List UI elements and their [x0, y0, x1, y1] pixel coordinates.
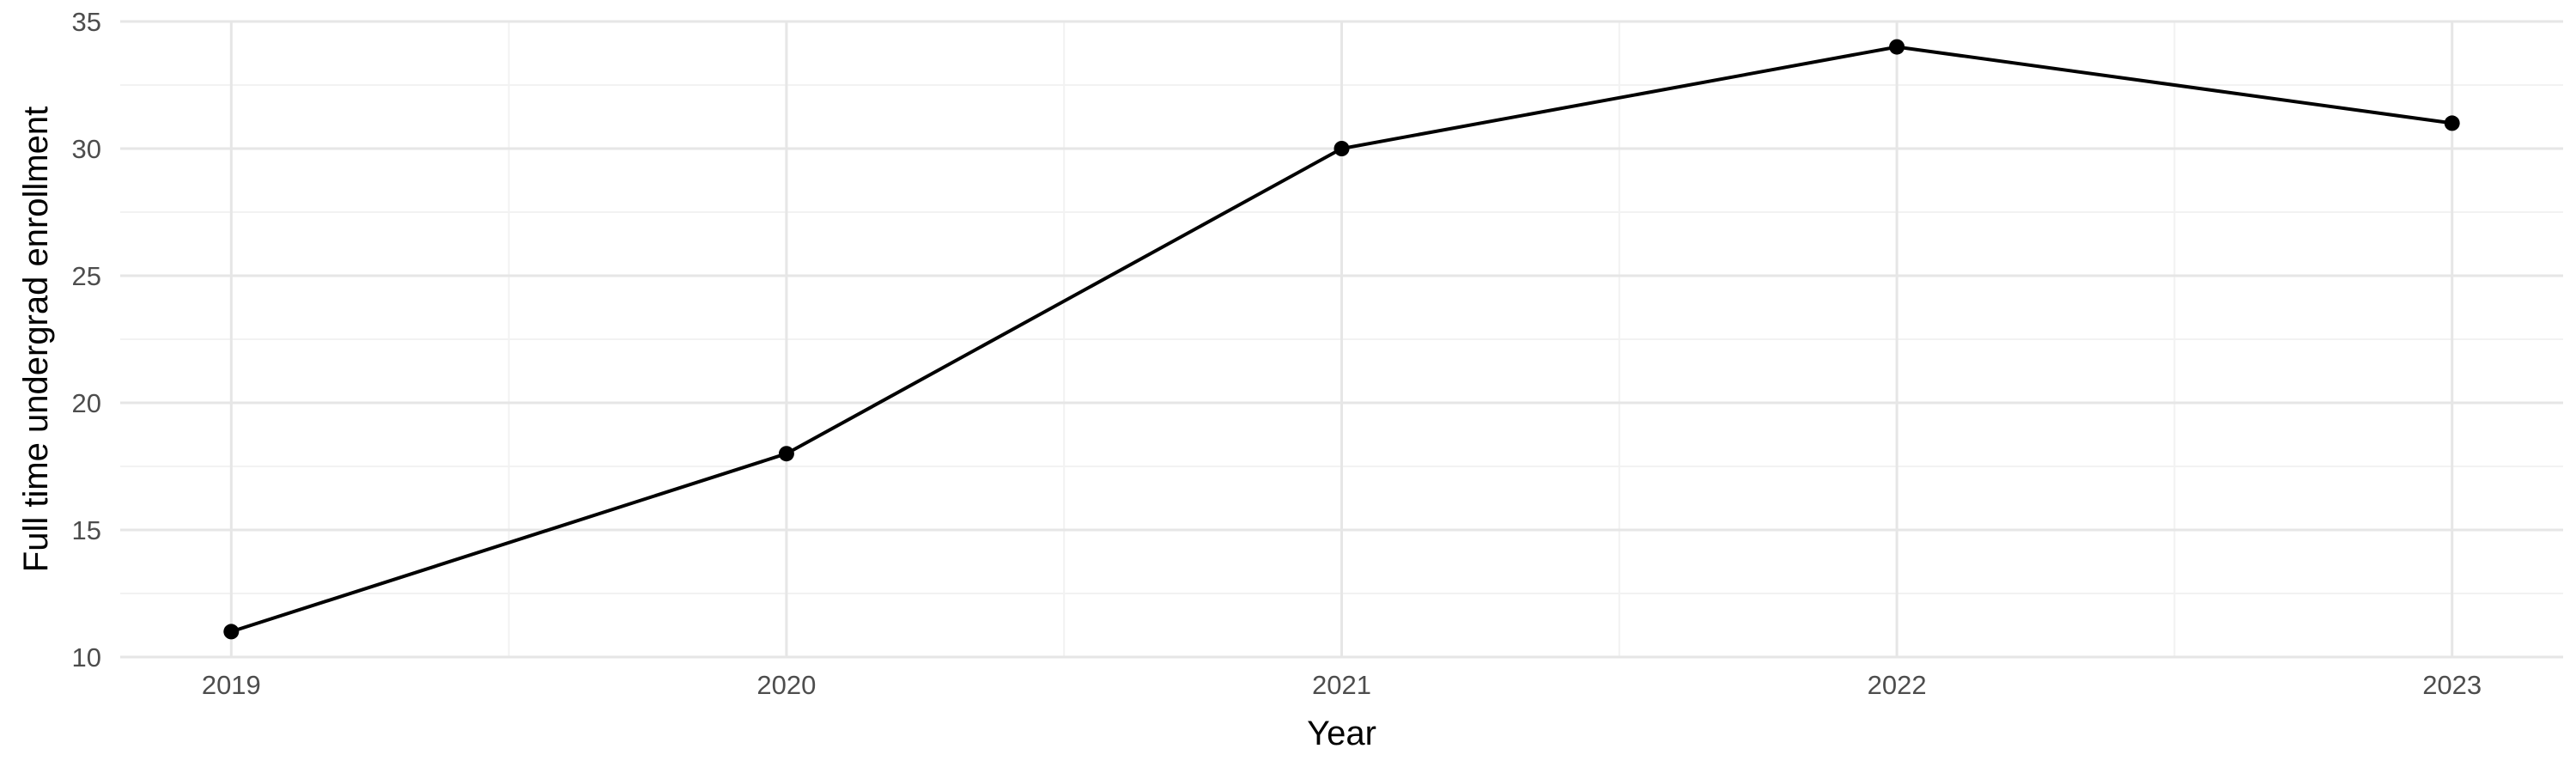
x-tick-label: 2021 — [1312, 670, 1371, 700]
series-layer — [223, 39, 2460, 640]
data-point — [1889, 39, 1905, 55]
data-point — [2444, 115, 2460, 131]
x-axis-title: Year — [1307, 715, 1376, 752]
y-tick-label: 35 — [72, 7, 101, 37]
y-tick-label: 15 — [72, 515, 101, 545]
x-axis-tick-labels: 2019 2020 2021 2022 2023 — [202, 670, 2482, 700]
x-tick-label: 2023 — [2422, 670, 2482, 700]
x-tick-label: 2020 — [756, 670, 816, 700]
x-tick-label: 2019 — [202, 670, 261, 700]
y-axis-title: Full time undergrad enrollment — [17, 107, 55, 572]
minor-grid-x — [507, 21, 2176, 657]
y-tick-label: 20 — [72, 388, 101, 418]
y-tick-label: 10 — [72, 642, 101, 673]
data-point — [223, 624, 240, 640]
y-tick-label: 25 — [72, 261, 101, 291]
x-tick-label: 2022 — [1868, 670, 1927, 700]
y-axis-tick-labels: 10 15 20 25 30 35 — [72, 7, 101, 673]
data-point — [1334, 141, 1350, 156]
y-tick-label: 30 — [72, 134, 101, 164]
major-grid-x — [229, 21, 2454, 657]
data-point — [778, 446, 794, 462]
